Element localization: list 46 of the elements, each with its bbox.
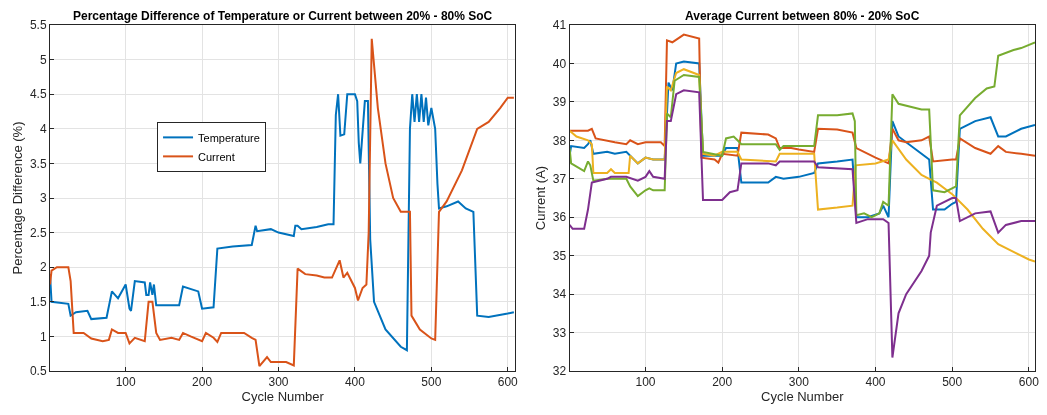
- y-tick-label: 5: [39, 52, 47, 67]
- y-tick-label: 36: [552, 210, 567, 225]
- y-tick-label: 34: [552, 287, 567, 302]
- y-tick-label: 40: [552, 56, 567, 71]
- y-tick-label: 3: [39, 191, 47, 206]
- line-series: [569, 89, 1035, 359]
- x-tick-label: 500: [421, 375, 442, 390]
- x-tick-label: 500: [942, 375, 963, 390]
- y-tick-label: 33: [552, 325, 567, 340]
- x-tick-label: 100: [635, 375, 656, 390]
- x-tick-label: 200: [712, 375, 733, 390]
- line-series: [50, 37, 515, 368]
- y-tick-label: 3.5: [29, 156, 47, 171]
- y-tick-label: 2.5: [29, 225, 47, 240]
- line-series: [569, 33, 1035, 165]
- x-tick-label: 300: [268, 375, 289, 390]
- x-tick-label: 600: [1018, 375, 1040, 390]
- y-tick-label: 4.5: [29, 87, 47, 102]
- x-tick-label: 200: [192, 375, 213, 390]
- y-tick-label: 41: [552, 18, 567, 33]
- x-tick-label: 300: [788, 375, 810, 390]
- x-tick-label: 600: [497, 375, 519, 390]
- y-tick-label: 0.5: [29, 364, 47, 379]
- y-tick-label: 37: [552, 171, 567, 186]
- y-tick-label: 38: [552, 133, 567, 148]
- y-tick-label: 39: [552, 95, 567, 110]
- chart-title: Average Current between 80% - 20% SoC: [685, 9, 920, 23]
- x-tick-label: 400: [344, 375, 366, 390]
- y-tick-label: 35: [552, 248, 567, 263]
- legend-label: Temperature: [198, 131, 260, 144]
- y-tick-label: 32: [552, 364, 567, 379]
- chart-title: Percentage Difference of Temperature or Current between 20% - 80% SoC: [73, 9, 493, 23]
- y-tick-label: 2: [39, 260, 47, 275]
- y-axis-title: Current (A): [532, 165, 548, 231]
- x-tick-label: 100: [115, 375, 136, 390]
- line-series: [569, 68, 1035, 263]
- x-axis-title: Cycle Number: [761, 389, 845, 405]
- line-series: [50, 93, 515, 352]
- y-tick-label: 4: [39, 122, 47, 136]
- x-tick-label: 400: [865, 375, 886, 390]
- y-tick-label: 1: [39, 329, 47, 344]
- y-tick-label: 1.5: [29, 295, 47, 309]
- y-tick-label: 5.5: [29, 18, 47, 33]
- legend-label: Current: [198, 150, 235, 163]
- y-axis-title: Percentage Difference (%): [9, 121, 25, 275]
- x-axis-title: Cycle Number: [241, 389, 325, 405]
